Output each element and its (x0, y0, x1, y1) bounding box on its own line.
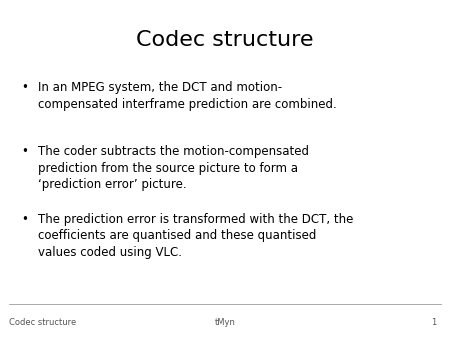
Text: 1: 1 (431, 318, 436, 327)
Text: The coder subtracts the motion-compensated
prediction from the source picture to: The coder subtracts the motion-compensat… (38, 145, 309, 191)
Text: •: • (21, 81, 28, 94)
Text: In an MPEG system, the DCT and motion-
compensated interframe prediction are com: In an MPEG system, the DCT and motion- c… (38, 81, 337, 111)
Text: Codec structure: Codec structure (9, 318, 76, 327)
Text: The prediction error is transformed with the DCT, the
coefficients are quantised: The prediction error is transformed with… (38, 213, 354, 259)
Text: Codec structure: Codec structure (136, 30, 314, 50)
Text: tMyn: tMyn (215, 318, 235, 327)
Text: •: • (21, 213, 28, 226)
Text: •: • (21, 145, 28, 158)
